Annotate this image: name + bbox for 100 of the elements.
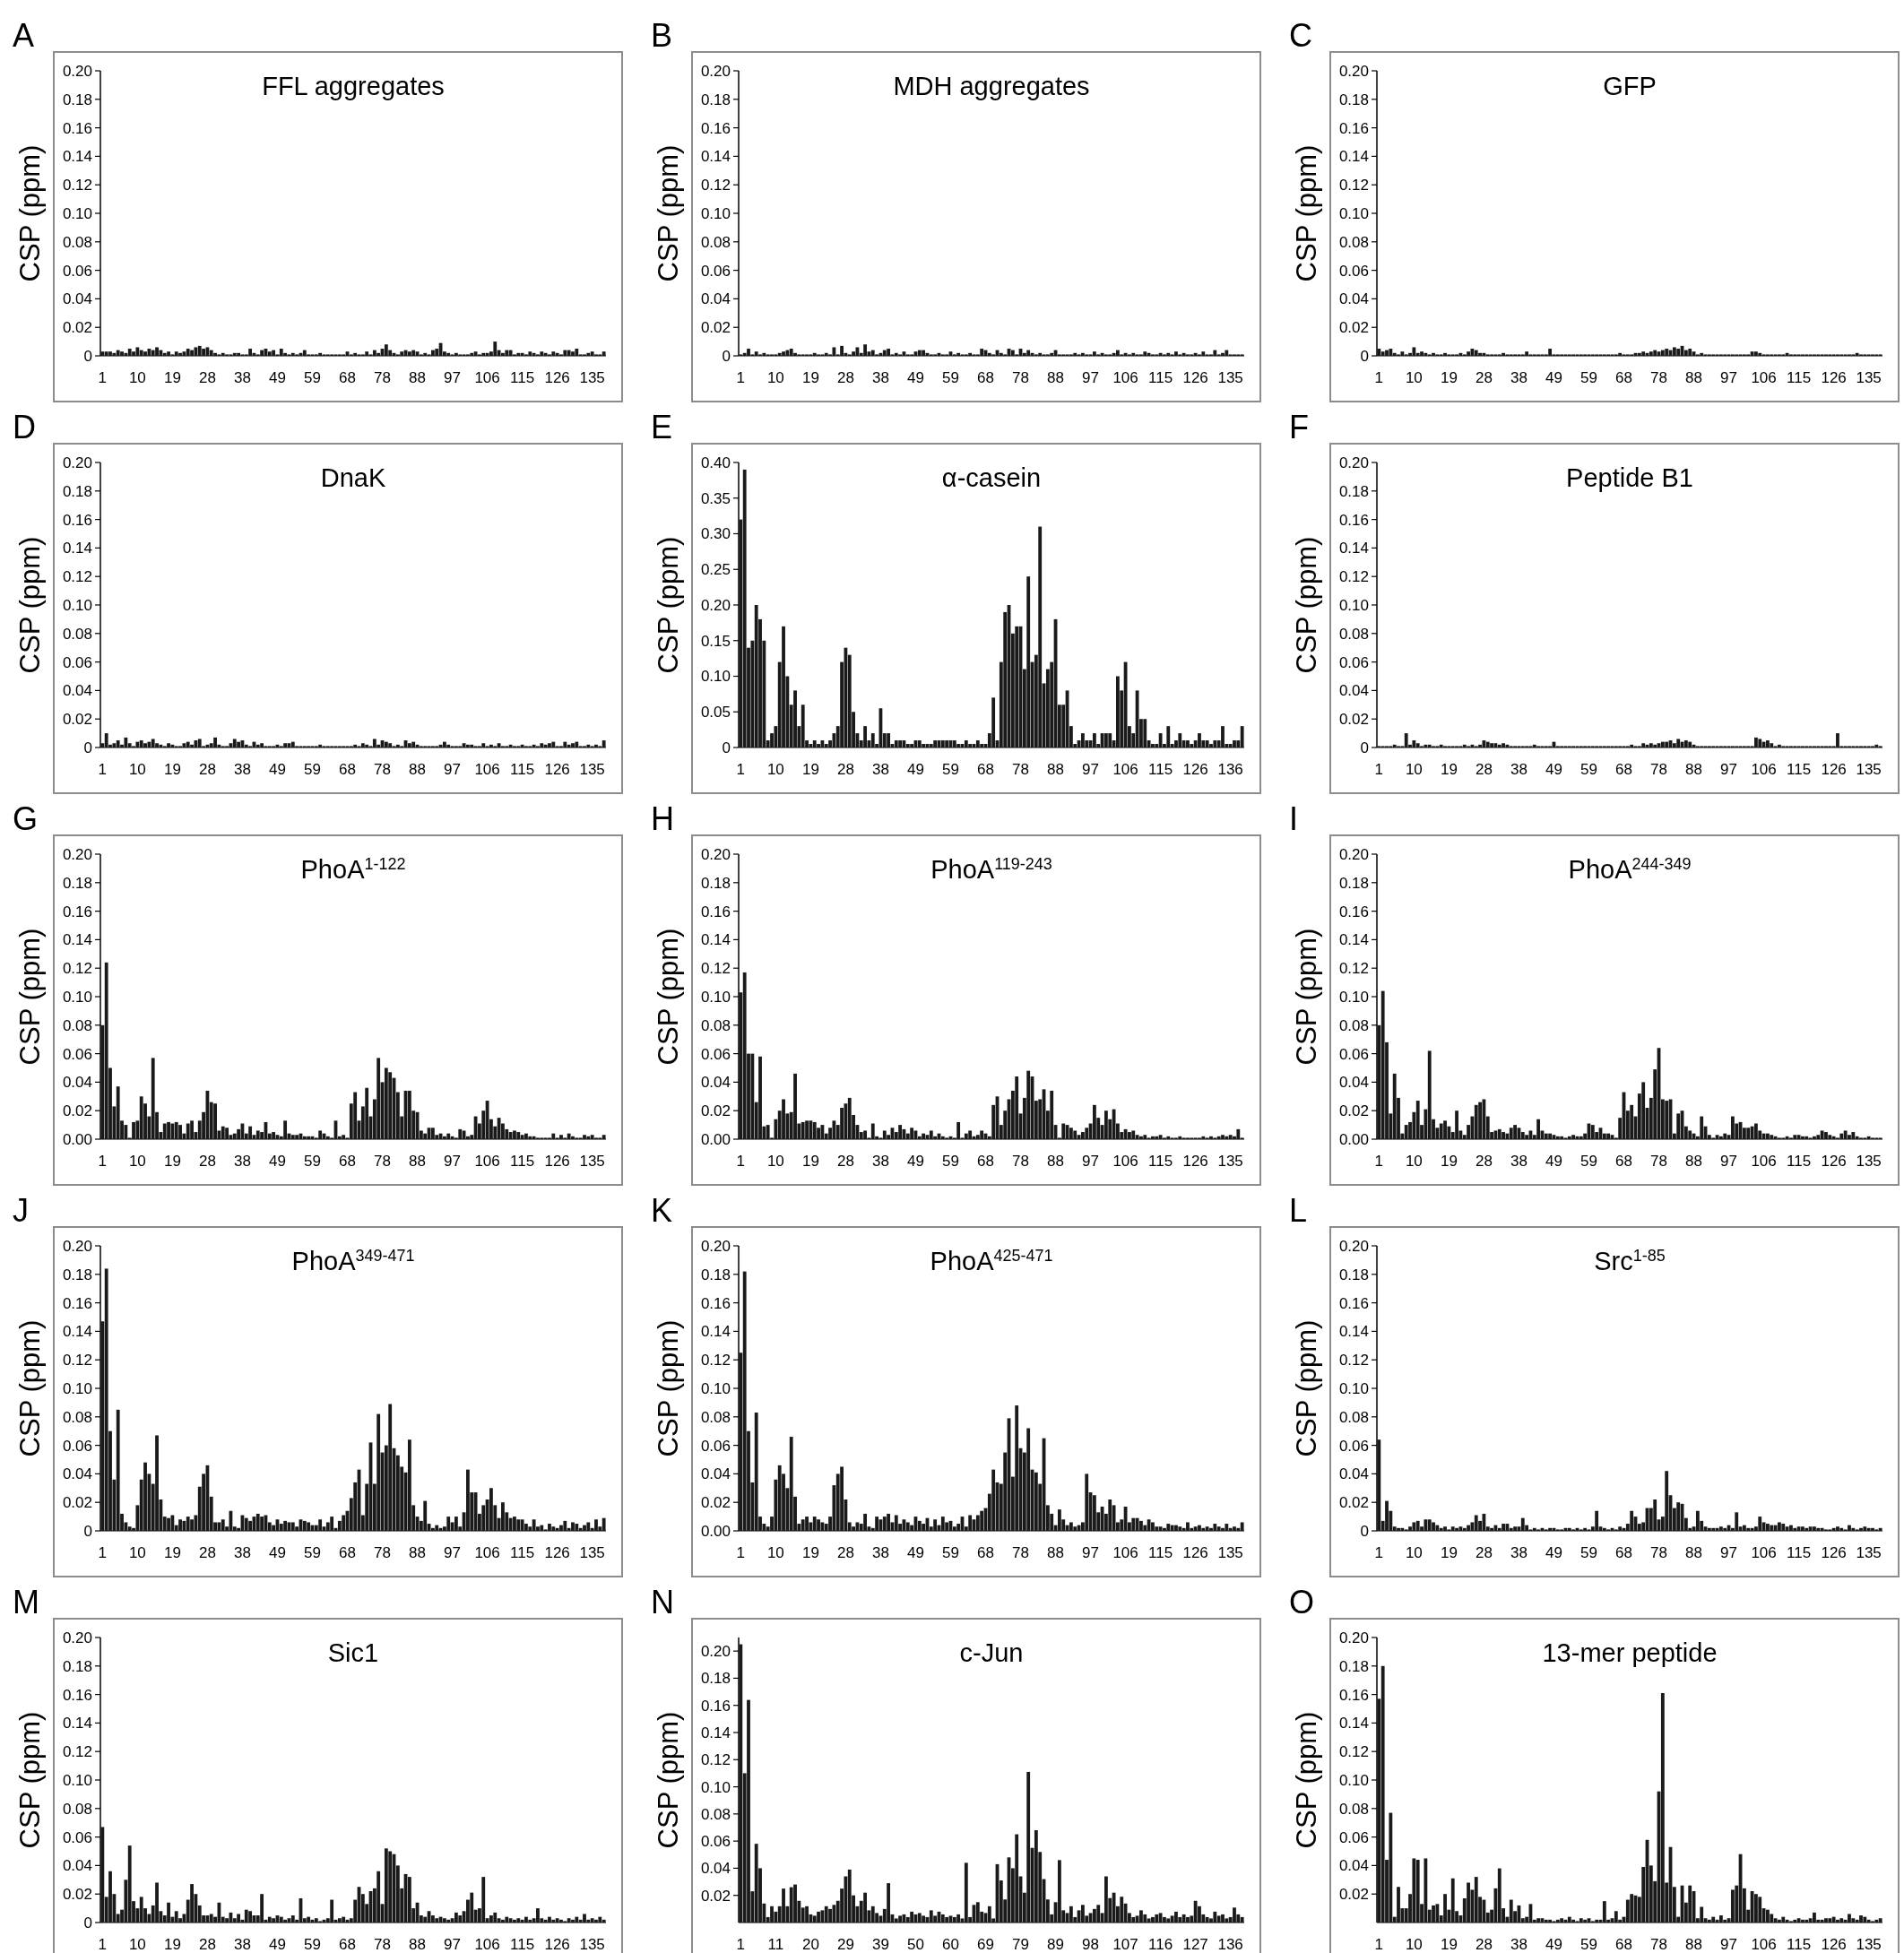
y-tick-label: 0.25 <box>700 561 731 579</box>
y-tick-label: 0.15 <box>700 632 731 650</box>
y-tick-label: 0.18 <box>1338 482 1369 500</box>
bar <box>302 350 307 356</box>
bar <box>124 352 128 356</box>
x-tick-label: 19 <box>1440 761 1458 778</box>
bar <box>882 1517 887 1531</box>
bar <box>1866 1527 1871 1531</box>
bar <box>1688 349 1692 356</box>
y-tick-label: 0.04 <box>62 290 92 308</box>
bar <box>1502 1524 1505 1531</box>
bar <box>1221 352 1225 356</box>
bar <box>1104 733 1108 747</box>
bar <box>423 352 428 356</box>
bar <box>1544 1919 1548 1923</box>
bar <box>1630 1894 1634 1923</box>
x-tick-label: 106 <box>474 1153 500 1170</box>
bar <box>108 351 112 356</box>
x-tick-label: 38 <box>1510 1153 1528 1170</box>
y-tick-label: 0.08 <box>1338 1800 1369 1818</box>
bar <box>411 350 416 356</box>
bar <box>325 1136 330 1139</box>
bar <box>1789 1525 1793 1531</box>
bar <box>940 1517 945 1531</box>
y-tick-label: 0.02 <box>62 1886 92 1904</box>
bar <box>975 1515 980 1531</box>
y-tick-label: 0.20 <box>1338 1237 1369 1255</box>
bar <box>777 1465 782 1531</box>
bar <box>520 1919 524 1923</box>
bar <box>1470 349 1475 356</box>
bar <box>812 1121 817 1139</box>
x-tick-label: 115 <box>1787 1936 1812 1953</box>
bar <box>182 1520 186 1531</box>
bar <box>540 1525 544 1531</box>
bar <box>1848 1525 1851 1531</box>
y-tick-label: 0.20 <box>1338 1629 1369 1646</box>
x-tick-label: 78 <box>374 1153 391 1170</box>
y-tick-label: 0.12 <box>1338 1743 1369 1761</box>
bar <box>221 352 225 356</box>
bar <box>1400 351 1405 356</box>
bar <box>758 1056 762 1139</box>
bar <box>870 733 875 747</box>
y-tick-label: 0.16 <box>1338 903 1369 920</box>
x-tick-label: 19 <box>163 761 181 778</box>
bar <box>1205 1526 1209 1531</box>
x-tick-label: 98 <box>1082 1936 1100 1953</box>
y-tick-label: 0.12 <box>700 1352 731 1370</box>
x-tick-label: 59 <box>1580 1153 1597 1170</box>
bar <box>754 1413 758 1531</box>
text: F <box>1289 409 1309 445</box>
x-tick-label: 1 <box>1374 1153 1384 1170</box>
bar <box>1205 1916 1209 1923</box>
y-tick-label: 0.06 <box>1338 653 1369 671</box>
bar <box>1450 1526 1455 1531</box>
bar <box>1474 1877 1478 1923</box>
bar <box>1240 726 1244 747</box>
y-tick-label: 0.08 <box>1338 625 1369 643</box>
y-tick-label: 0.12 <box>62 1743 92 1761</box>
x-tick-label: 78 <box>374 1544 391 1561</box>
bar <box>548 1916 551 1923</box>
bar <box>820 740 825 747</box>
x-tick-label: 10 <box>766 761 784 778</box>
bar <box>1092 1104 1096 1139</box>
x-tick-label: 59 <box>942 369 959 386</box>
bar <box>1778 1522 1781 1531</box>
bar <box>1427 744 1432 747</box>
bar <box>365 1087 369 1139</box>
x-tick-label: 28 <box>198 369 216 386</box>
bar <box>182 351 186 356</box>
bar <box>1147 1519 1151 1531</box>
x-tick-label: 135 <box>579 369 605 386</box>
bar <box>532 352 536 356</box>
x-tick-label: 68 <box>977 369 994 386</box>
bar <box>980 1510 984 1531</box>
bar <box>1509 1128 1513 1139</box>
y-tick-label: 0.12 <box>1338 1352 1369 1370</box>
bar <box>1548 349 1553 356</box>
bar <box>1497 1128 1502 1139</box>
bar <box>922 1915 926 1923</box>
bar <box>1555 1136 1560 1139</box>
bar <box>1092 733 1096 747</box>
bar <box>1209 1136 1213 1139</box>
y-tick-label: 0.14 <box>62 1323 92 1341</box>
y-tick-label: 0.12 <box>62 177 92 194</box>
bar <box>353 1092 358 1139</box>
bar <box>1874 1919 1879 1923</box>
bar <box>1606 1133 1611 1139</box>
bar <box>1026 1428 1031 1531</box>
bar <box>290 1915 295 1923</box>
y-tick-label: 0.18 <box>700 1670 731 1688</box>
bar <box>1205 740 1209 747</box>
bar <box>1548 1919 1553 1923</box>
bar <box>508 744 513 747</box>
bar <box>1660 1693 1665 1923</box>
x-tick-label: 59 <box>1580 369 1597 386</box>
y-tick-label: 0.04 <box>62 1074 92 1092</box>
bar <box>940 1914 945 1923</box>
bar <box>1233 1907 1236 1923</box>
bar <box>1201 1527 1206 1531</box>
y-tick-label: 0.04 <box>1338 1857 1369 1875</box>
